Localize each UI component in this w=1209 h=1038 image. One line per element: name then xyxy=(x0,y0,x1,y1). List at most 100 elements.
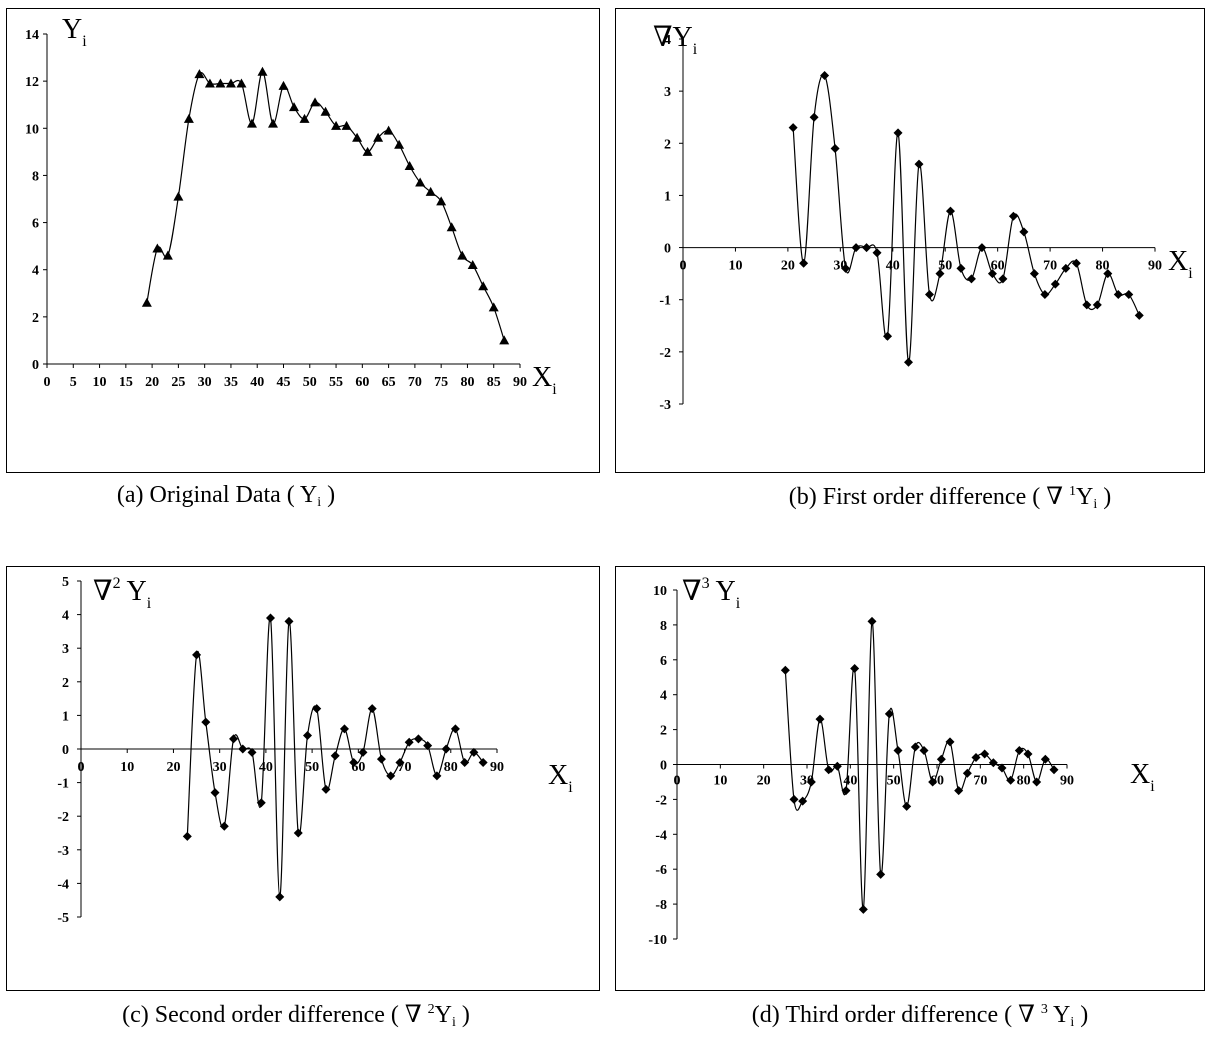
x-tick-label-b: 90 xyxy=(1148,259,1162,274)
y-tick-label-b: -1 xyxy=(659,294,671,309)
data-point-c xyxy=(339,724,349,734)
data-point-c xyxy=(432,771,442,781)
data-point-a xyxy=(457,250,468,260)
y-tick-label-d: 10 xyxy=(653,584,667,599)
data-point-c xyxy=(395,757,405,767)
x-tick-label-c: 80 xyxy=(444,760,458,775)
data-point-d xyxy=(832,761,842,771)
data-point-d xyxy=(789,794,799,804)
data-point-c xyxy=(302,731,312,741)
data-point-b xyxy=(830,144,840,153)
data-point-b xyxy=(872,248,882,258)
x-axis-label-c: Xi xyxy=(548,760,573,796)
y-tick-label-d: 4 xyxy=(660,689,667,704)
data-point-c xyxy=(450,724,460,734)
data-point-c xyxy=(349,757,359,767)
data-point-b xyxy=(851,243,861,253)
data-point-d xyxy=(780,665,790,675)
y-tick-label-b: 4 xyxy=(664,33,671,48)
data-point-c xyxy=(330,751,340,761)
data-point-c xyxy=(321,784,331,794)
data-point-d xyxy=(1006,775,1016,785)
data-point-a xyxy=(246,118,257,128)
y-tick-label-a: 12 xyxy=(25,75,39,90)
y-axis-label-c: ∇2 Yi xyxy=(93,575,152,612)
y-tick-label-b: 1 xyxy=(664,189,671,204)
x-tick-label-b: 80 xyxy=(1096,259,1110,274)
data-point-c xyxy=(247,747,257,757)
x-tick-label-a: 80 xyxy=(460,375,474,390)
data-point-a xyxy=(425,186,436,196)
x-tick-label-c: 50 xyxy=(305,760,319,775)
data-point-a xyxy=(446,222,457,232)
caption-c: (c) Second order difference ( ∇ 2Yi ) xyxy=(122,1002,470,1030)
data-point-a xyxy=(341,120,352,130)
data-point-a xyxy=(204,78,215,88)
x-tick-label-a: 50 xyxy=(303,375,317,390)
data-point-b xyxy=(1050,279,1060,289)
data-point-a xyxy=(404,161,415,170)
data-point-c xyxy=(312,704,322,714)
y-axis-label-b: ∇Yi xyxy=(653,22,698,58)
data-point-d xyxy=(928,777,938,787)
x-tick-label-a: 0 xyxy=(44,375,51,390)
data-point-c xyxy=(460,757,470,767)
data-point-d xyxy=(1023,749,1033,759)
data-point-a xyxy=(152,243,163,253)
data-point-b xyxy=(1082,300,1092,310)
y-tick-label-d: -4 xyxy=(655,828,667,843)
x-tick-label-b: 60 xyxy=(991,259,1005,274)
data-point-d xyxy=(902,801,912,811)
y-tick-label-d: 8 xyxy=(660,619,667,634)
data-point-c xyxy=(423,741,433,751)
data-point-c xyxy=(293,828,303,838)
data-point-d xyxy=(980,749,990,759)
x-tick-label-b: 10 xyxy=(728,259,742,274)
data-point-d xyxy=(945,737,955,747)
x-axis-label-d: Xi xyxy=(1130,759,1155,795)
data-point-c xyxy=(192,650,202,660)
x-tick-label-a: 5 xyxy=(70,375,77,390)
x-tick-label-b: 40 xyxy=(886,259,900,274)
data-point-b xyxy=(987,269,997,279)
y-tick-label-a: 2 xyxy=(32,311,39,326)
data-point-d xyxy=(936,754,946,764)
y-tick-label-c: -5 xyxy=(57,911,69,926)
x-tick-label-a: 35 xyxy=(224,375,238,390)
x-tick-label-a: 45 xyxy=(277,375,291,390)
x-tick-label-a: 10 xyxy=(93,375,107,390)
x-tick-label-c: 0 xyxy=(78,760,85,775)
data-point-a xyxy=(236,78,247,88)
y-tick-label-a: 10 xyxy=(25,122,39,137)
data-point-a xyxy=(310,97,321,107)
data-point-b xyxy=(883,331,893,341)
data-point-c xyxy=(256,798,266,808)
data-point-a xyxy=(383,125,394,135)
x-tick-label-a: 30 xyxy=(198,375,212,390)
y-tick-label-b: -2 xyxy=(659,346,671,361)
data-point-c xyxy=(275,892,285,902)
data-point-a xyxy=(257,66,268,76)
data-point-b xyxy=(1113,290,1123,299)
data-point-d xyxy=(850,664,860,674)
y-tick-label-a: 6 xyxy=(32,217,39,232)
y-tick-label-d: -8 xyxy=(655,898,667,913)
x-tick-label-a: 15 xyxy=(119,375,133,390)
data-point-a xyxy=(267,118,278,128)
y-tick-label-b: -3 xyxy=(659,398,671,413)
data-point-a xyxy=(436,196,447,206)
data-point-d xyxy=(988,758,998,768)
x-tick-label-c: 20 xyxy=(166,760,180,775)
y-tick-label-a: 8 xyxy=(32,169,39,184)
data-point-a xyxy=(415,177,426,187)
x-tick-label-d: 90 xyxy=(1060,774,1074,789)
x-tick-label-a: 40 xyxy=(250,375,264,390)
data-point-d xyxy=(971,753,981,763)
x-axis-label-b: Xi xyxy=(1168,246,1193,282)
y-tick-label-b: 3 xyxy=(664,85,671,100)
data-point-d xyxy=(876,869,886,879)
y-tick-label-d: 0 xyxy=(660,759,667,774)
data-point-b xyxy=(1029,269,1039,279)
